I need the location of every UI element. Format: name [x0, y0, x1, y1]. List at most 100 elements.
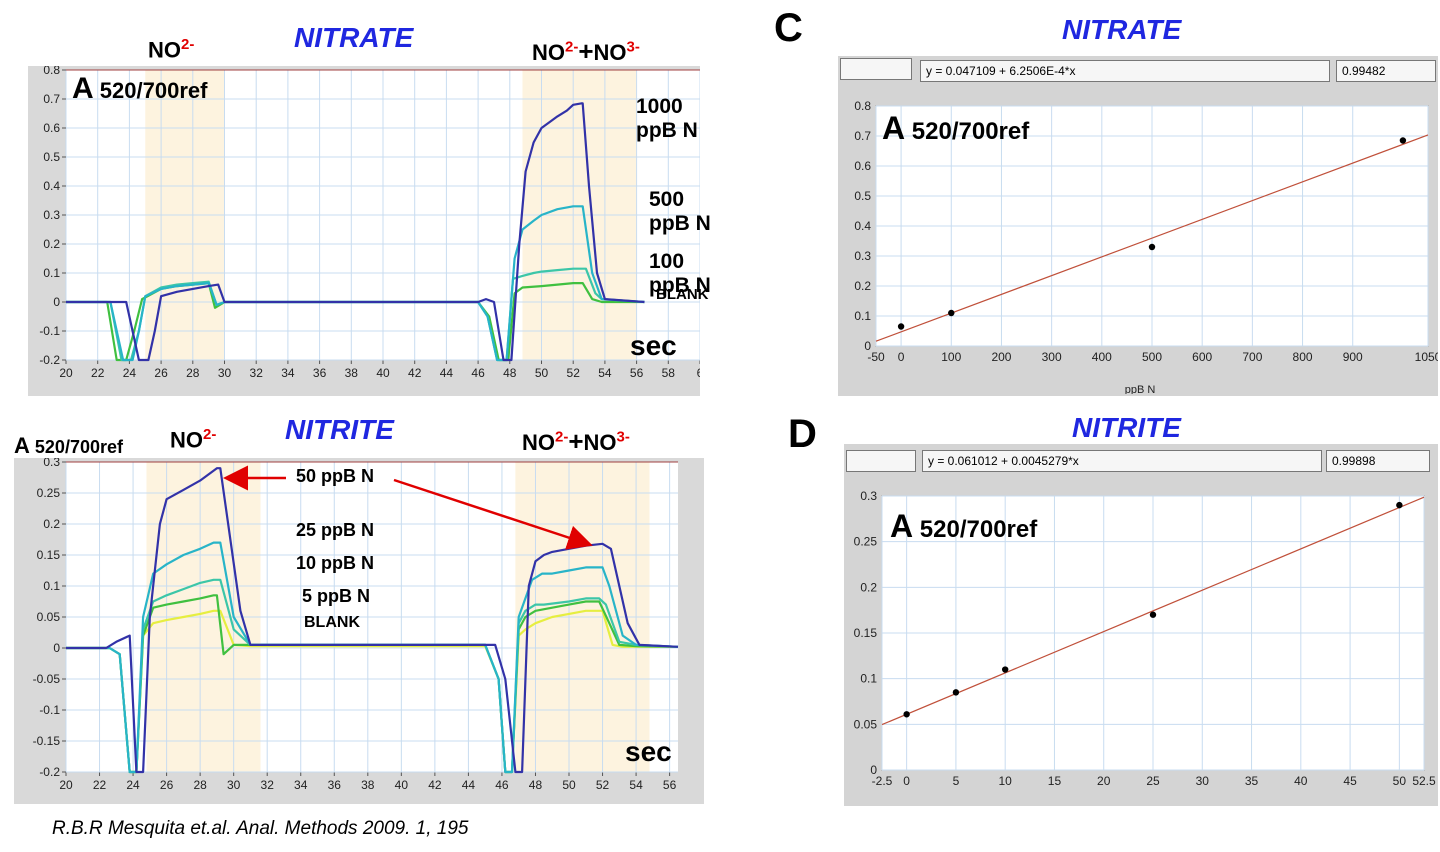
series-label-10: 10 ppB N	[296, 553, 375, 573]
y-tick-label: 0.5	[43, 150, 60, 164]
arrow-to-peak2	[393, 478, 593, 550]
x-tick-label: 35	[1245, 774, 1259, 788]
x-tick-label: -2.5	[872, 774, 893, 788]
y-tick-label: 0.15	[854, 626, 878, 640]
series-line-0	[66, 102, 645, 362]
x-tick-label: 26	[154, 366, 168, 380]
y-tick-label: 0.2	[860, 580, 877, 594]
y-tick-label: -0.1	[39, 703, 60, 717]
x-tick-label: 600	[1192, 350, 1212, 364]
x-tick-label: 56	[630, 366, 644, 380]
x-tick-label: 36	[328, 778, 342, 792]
x-tick-label: 42	[428, 778, 442, 792]
y-tick-label: -0.1	[39, 324, 60, 338]
y-tick-label: 0.1	[43, 579, 60, 593]
y-tick-label: -0.05	[33, 672, 61, 686]
panel-b-xlabel: sec	[625, 736, 672, 767]
x-tick-label: 32	[250, 366, 264, 380]
series-label-1000: 1000 ppB N	[636, 95, 698, 142]
y-tick-label: 0.6	[43, 121, 60, 135]
y-tick-label: -0.2	[39, 765, 60, 779]
y-tick-label: 0.05	[37, 610, 61, 624]
x-tick-label: 800	[1293, 350, 1313, 364]
x-tick-label: 54	[629, 778, 643, 792]
x-tick-label: 40	[395, 778, 409, 792]
x-tick-label: 54	[598, 366, 612, 380]
x-tick-label: 46	[471, 366, 485, 380]
panel-d-r-value: 0.99898	[1326, 450, 1430, 472]
x-tick-label: 24	[126, 778, 140, 792]
x-tick-label: 0	[903, 774, 910, 788]
panel-b-peak1-label: NO2-	[170, 426, 217, 453]
x-tick-label: 26	[160, 778, 174, 792]
x-tick-label: 30	[218, 366, 232, 380]
y-tick-label: -0.15	[33, 734, 61, 748]
y-tick-label: 0.6	[854, 159, 871, 173]
x-tick-label: 52	[567, 366, 581, 380]
series-label-50: 50 ppB N	[296, 466, 375, 486]
x-tick-label: 34	[281, 366, 295, 380]
panel-a-peak1-label: NO2-	[148, 36, 195, 63]
data-point	[952, 689, 960, 696]
data-point	[1001, 666, 1009, 673]
x-tick-label: 32	[261, 778, 275, 792]
data-point	[1399, 137, 1407, 144]
x-tick-label: 6	[697, 366, 700, 380]
series-label-100: 100 ppB N	[649, 250, 711, 297]
x-tick-label: 40	[376, 366, 390, 380]
x-tick-label: 58	[662, 366, 676, 380]
panel-d-plot: -2.5 0 5 10 15 20 25 30 35 40 45 50 52.50.30.250.20.…	[854, 489, 1436, 788]
panel-a: NITRATE NO2- NO2-+NO3- 20 22 24 26 28 30 32 34 3…	[0, 0, 720, 400]
y-tick-label: 0.3	[43, 208, 60, 222]
y-tick-label: 0.2	[43, 517, 60, 531]
fit-line	[881, 496, 1425, 726]
series-label-blank: BLANK	[656, 286, 709, 303]
x-tick-label: 38	[345, 366, 359, 380]
series-label-5: 5 ppB N	[302, 586, 371, 606]
x-tick-label: -50	[867, 350, 885, 364]
x-tick-label: 46	[495, 778, 509, 792]
x-tick-label: 44	[462, 778, 476, 792]
panel-b: NITRITE A 520/700ref NO2- NO2-+NO3- 20 22…	[0, 400, 720, 810]
x-tick-label: 5	[953, 774, 960, 788]
panel-d: D NITRITE y = 0.061012 + 0.0045279*x 0.9…	[760, 400, 1440, 810]
y-tick-label: 0.1	[43, 266, 60, 280]
x-tick-label: 38	[361, 778, 375, 792]
data-point	[903, 711, 910, 718]
x-tick-label: 20	[59, 366, 73, 380]
y-tick-label: 0.2	[854, 279, 871, 293]
panel-d-fit-equation: y = 0.061012 + 0.0045279*x	[922, 450, 1322, 472]
series-label-25: 25 ppB N	[296, 520, 375, 540]
x-tick-label: 0	[898, 350, 905, 364]
x-tick-label: 44	[440, 366, 454, 380]
y-tick-label: 0.2	[43, 237, 60, 251]
panel-a-title: NITRATE	[294, 22, 414, 53]
x-tick-label: 100	[941, 350, 961, 364]
x-tick-label: 52	[596, 778, 610, 792]
x-tick-label: 900	[1343, 350, 1363, 364]
x-tick-label: 52.5	[1412, 774, 1436, 788]
y-tick-label: 0.25	[37, 486, 61, 500]
panel-c-letter: C	[774, 6, 803, 50]
y-tick-label: 0	[53, 295, 60, 309]
panel-b-plot: 20 22 24 26 28 30 32 34 36 38 40 42 44 46 48 50 52 54 56 0.…	[14, 458, 704, 804]
x-tick-label: 200	[991, 350, 1011, 364]
panel-a-xlabel: sec	[630, 330, 677, 361]
panel-c: C NITRATE y = 0.047109 + 6.2506E-4*x 0.9…	[760, 0, 1440, 400]
panel-b-inner-label: A 520/700ref	[14, 433, 123, 458]
series-label-500: 500 ppB N	[649, 188, 711, 235]
panel-a-plot: 20 22 24 26 28 30 32 34 36 38 40 42 44 46 48 50 52 54 56 58…	[28, 66, 700, 396]
x-tick-label: 10	[999, 774, 1013, 788]
y-tick-label: 0.05	[854, 717, 878, 731]
panel-b-peak2-label: NO2-+NO3-	[522, 426, 630, 456]
y-tick-label: 0	[870, 763, 877, 777]
x-tick-label: 30	[1196, 774, 1210, 788]
x-tick-label: 34	[294, 778, 308, 792]
y-tick-label: 0.3	[854, 249, 871, 263]
x-tick-label: 20	[59, 778, 73, 792]
fit-line	[875, 134, 1429, 342]
data-point	[897, 323, 905, 330]
panel-d-inner-label: A 520/700ref	[890, 508, 1038, 544]
panel-a-inner-label: A 520/700ref	[72, 72, 208, 105]
panel-c-fit-equation: y = 0.047109 + 6.2506E-4*x	[920, 60, 1330, 82]
